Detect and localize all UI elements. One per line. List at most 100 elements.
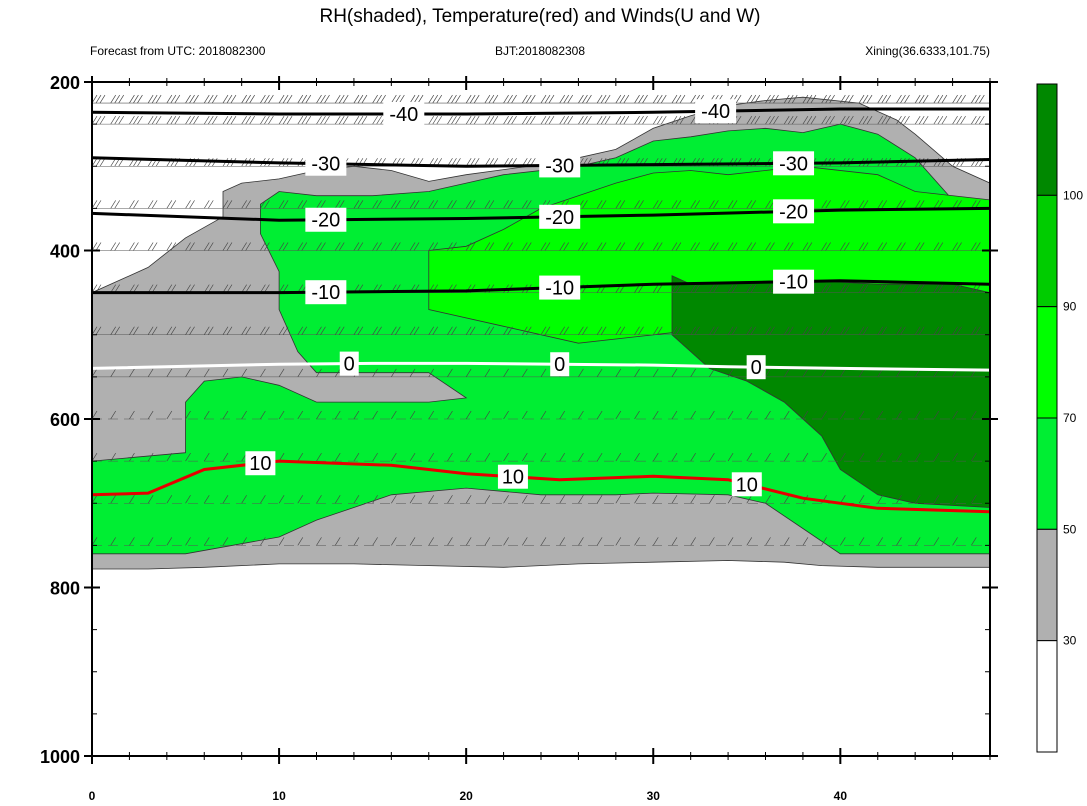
wind-barb [540, 326, 547, 335]
wind-barb [114, 200, 121, 209]
wind-barb [170, 94, 177, 104]
wind-barb [110, 368, 117, 378]
wind-barb [166, 94, 173, 104]
wind-barb [952, 200, 958, 209]
colorbar-segment [1036, 83, 1058, 196]
wind-barb [353, 452, 360, 462]
wind-barb [994, 200, 999, 208]
contour-label-bg [773, 199, 815, 224]
y-tick-label: 1000 [40, 747, 80, 767]
wind-barb [189, 242, 195, 251]
wind-barb [765, 495, 771, 504]
temperature-contour--40 [92, 107, 990, 116]
wind-barb [806, 94, 813, 104]
wind-barb [731, 326, 738, 335]
wind-barb [469, 115, 476, 125]
wind-barb [765, 200, 771, 209]
wind-barb [428, 452, 435, 462]
wind-barb [503, 537, 509, 546]
wind-barb [166, 495, 173, 504]
wind-barb [353, 495, 360, 504]
wind-barb [821, 94, 827, 104]
wind-barb [862, 326, 869, 335]
contour-label: -30 [779, 153, 808, 175]
wind-barb [260, 242, 266, 251]
wind-barb [189, 94, 195, 104]
wind-barb [709, 495, 715, 504]
wind-barb [133, 200, 139, 209]
wind-barb [548, 94, 555, 104]
wind-barb [978, 115, 985, 125]
wind-barb [241, 326, 247, 335]
wind-barb [297, 94, 304, 104]
wind-barb [660, 115, 667, 125]
wind-barb [174, 115, 181, 125]
wind-barb [409, 368, 416, 378]
wind-barb [447, 326, 453, 335]
wind-barb [447, 452, 453, 462]
wind-barb [391, 326, 397, 335]
wind-barb [264, 242, 270, 251]
contour-label: 10 [502, 467, 524, 489]
wind-barb [600, 326, 607, 335]
contour-label-bg [245, 451, 276, 476]
wind-barb [540, 242, 547, 251]
contour-label: -40 [389, 104, 418, 126]
wind-barb [521, 368, 528, 378]
y-tick-label: 200 [50, 73, 80, 93]
wind-barb [578, 410, 584, 420]
wind-barb [825, 94, 831, 104]
wind-barb [503, 242, 509, 251]
wind-barb [559, 537, 566, 546]
wind-barb [544, 115, 551, 125]
wind-barb [353, 326, 360, 335]
wind-barb [840, 242, 846, 251]
wind-barb [840, 115, 846, 125]
wind-barb [956, 326, 962, 335]
wind-barb [193, 94, 199, 104]
contour-label: 10 [249, 453, 271, 475]
wind-barb [802, 242, 809, 251]
wind-barb [282, 200, 289, 209]
wind-barb [110, 200, 117, 209]
contour-label-bg [383, 102, 425, 127]
wind-barb [783, 495, 790, 504]
wind-barb [147, 452, 154, 462]
wind-barb [578, 326, 584, 335]
wind-barb [656, 94, 663, 104]
wind-barb [858, 242, 865, 251]
wind-barb [391, 452, 397, 462]
wind-barb [802, 452, 809, 462]
wind-barb [634, 452, 640, 462]
wind-barb [862, 115, 869, 125]
wind-barb [428, 242, 435, 251]
wind-barb [451, 200, 457, 209]
wind-barb [207, 326, 214, 335]
wind-barb [226, 115, 233, 125]
wind-barb [652, 495, 659, 504]
wind-barb [511, 94, 517, 104]
wind-barb [709, 537, 715, 546]
wind-barb [447, 368, 453, 378]
wind-barb [596, 242, 603, 251]
wind-barb [615, 115, 622, 125]
wind-barb [544, 242, 551, 251]
wind-barb [914, 200, 921, 209]
wind-barb [848, 115, 854, 125]
contour-label-bg [339, 351, 359, 376]
wind-barb [507, 242, 513, 251]
wind-barb [634, 115, 640, 125]
wind-barb [540, 537, 547, 546]
wind-barb [858, 284, 865, 293]
wind-barb [525, 200, 532, 209]
wind-barb [877, 284, 884, 293]
wind-barb [970, 284, 977, 293]
wind-barb [671, 368, 678, 378]
wind-barb [840, 200, 846, 209]
wind-barb [806, 326, 813, 335]
wind-barb [241, 200, 247, 209]
wind-barb [956, 284, 962, 293]
wind-barb [821, 410, 827, 420]
wind-barb [933, 537, 940, 546]
wind-barb [862, 94, 869, 104]
